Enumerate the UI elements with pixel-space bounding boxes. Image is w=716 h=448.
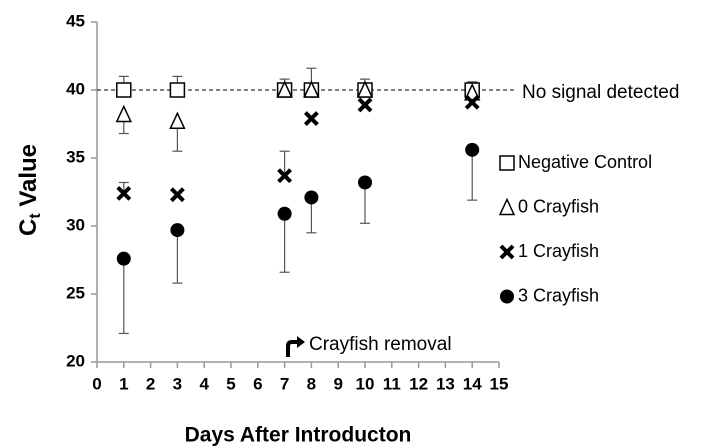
x-tick-label: 14 xyxy=(463,374,482,393)
point xyxy=(169,187,185,203)
point xyxy=(169,111,186,130)
point xyxy=(116,251,131,266)
legend-label: 3 Crayfish xyxy=(518,285,599,305)
x-axis-title: Days After Introducton xyxy=(185,424,412,447)
x-tick-label: 12 xyxy=(409,374,428,393)
x-tick-label: 10 xyxy=(356,374,375,393)
point xyxy=(277,206,292,221)
point xyxy=(169,82,186,98)
y-tick-label: 25 xyxy=(66,283,85,302)
x-tick-label: 3 xyxy=(173,374,182,393)
x-tick-label: 0 xyxy=(92,374,101,393)
x-tick-label: 6 xyxy=(253,374,262,393)
x-tick-label: 8 xyxy=(307,374,316,393)
y-tick-label: 45 xyxy=(66,11,85,30)
legend-marker xyxy=(498,197,516,216)
x-tick-label: 4 xyxy=(199,374,209,393)
annotation-arrowhead xyxy=(297,336,305,348)
y-tick-label: 40 xyxy=(66,79,85,98)
y-title-main: C xyxy=(15,219,42,236)
x-tick-label: 7 xyxy=(280,374,289,393)
x-tick-label: 11 xyxy=(383,374,401,393)
point xyxy=(358,175,372,190)
point xyxy=(303,111,319,126)
legend-label: Negative Control xyxy=(518,152,652,172)
y-title-sub: t xyxy=(27,213,44,219)
annotation: Crayfish removal xyxy=(309,334,452,355)
point xyxy=(116,185,132,201)
legend-marker xyxy=(500,289,514,304)
y-tick-label: 20 xyxy=(66,351,85,370)
y-tick-label: 30 xyxy=(66,215,85,234)
y-axis-title: Ct Value xyxy=(15,144,44,236)
x-tick-label: 9 xyxy=(333,374,342,393)
error-bar xyxy=(118,258,129,335)
x-tick-label: 15 xyxy=(490,374,509,393)
point xyxy=(303,80,320,98)
y-title-rest: Value xyxy=(15,144,42,213)
error-bar xyxy=(279,150,290,176)
point xyxy=(465,142,480,157)
legend-label: 1 Crayfish xyxy=(518,241,599,261)
legend-marker xyxy=(499,244,515,260)
y-tick-label: 35 xyxy=(66,147,85,166)
x-tick-label: 2 xyxy=(146,374,155,393)
hline-label: No signal detected xyxy=(522,82,679,103)
x-tick-label: 13 xyxy=(436,374,455,393)
legend-label: 0 Crayfish xyxy=(518,196,599,216)
legend-marker xyxy=(499,155,515,171)
error-bar xyxy=(467,149,478,201)
point xyxy=(464,94,480,110)
point xyxy=(170,223,185,238)
error-bar xyxy=(172,230,183,284)
point xyxy=(304,190,319,205)
point xyxy=(356,80,374,98)
point xyxy=(116,82,132,98)
annotation-arrow xyxy=(286,340,298,357)
point xyxy=(276,80,293,98)
error-bar xyxy=(279,213,290,273)
point xyxy=(277,168,293,184)
x-tick-label: 5 xyxy=(226,374,235,393)
point xyxy=(115,104,132,123)
point xyxy=(357,97,373,113)
x-tick-label: 1 xyxy=(119,374,128,393)
